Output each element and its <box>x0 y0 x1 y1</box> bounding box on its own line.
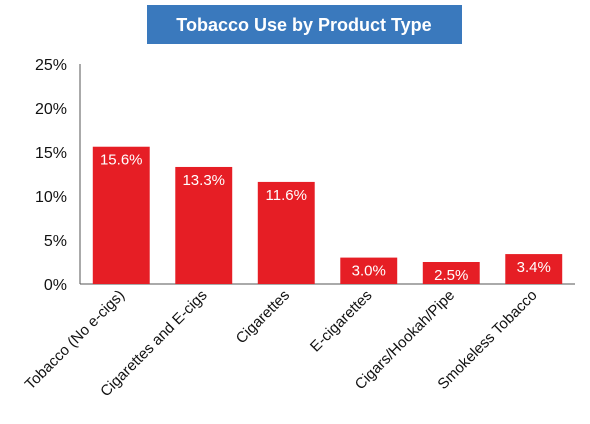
data-label: 15.6% <box>100 152 143 169</box>
chart-title-box <box>147 5 462 44</box>
bar <box>340 257 398 284</box>
bars <box>92 146 563 284</box>
bar <box>257 181 315 284</box>
y-tick-label: 15% <box>35 145 67 162</box>
data-label: 11.6% <box>266 187 307 204</box>
data-label: 13.3% <box>182 172 225 189</box>
category-labels: Tobacco (No e-cigs)Cigarettes and E-cigs… <box>22 287 541 400</box>
y-tick-label: 25% <box>35 57 67 74</box>
bar <box>505 254 563 284</box>
category-label: Cigarettes <box>233 287 293 347</box>
data-labels: 15.6% 13.3% 11.6% 3.0% 2.5% 3.4% <box>100 152 551 284</box>
data-label: 3.0% <box>352 263 386 280</box>
bar <box>92 146 150 284</box>
chart-title: Tobacco Use by Product Type <box>176 15 431 35</box>
bar <box>175 166 233 284</box>
data-label: 2.5% <box>434 267 468 284</box>
category-label: E-cigarettes <box>307 287 376 356</box>
y-tick-label: 10% <box>35 189 67 206</box>
data-label: 3.4% <box>517 259 551 276</box>
y-tick-label: 0% <box>44 277 67 294</box>
y-tick-label: 20% <box>35 101 67 118</box>
bar <box>422 262 480 284</box>
y-tick-label: 5% <box>44 233 67 250</box>
y-tick-labels: 0% 5% 10% 15% 20% 25% <box>35 57 67 294</box>
